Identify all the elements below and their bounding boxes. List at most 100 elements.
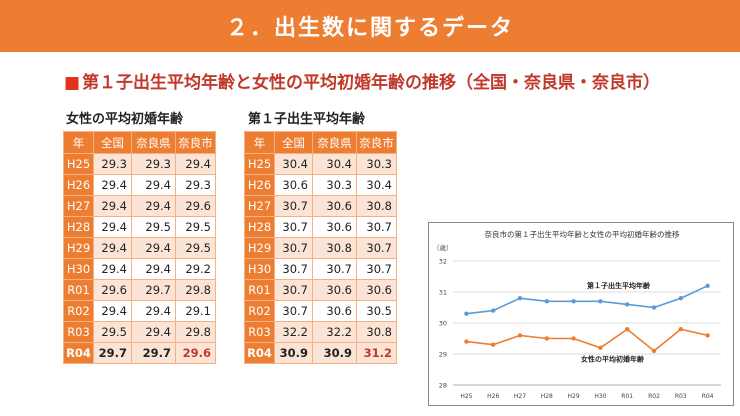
data-point (651, 305, 657, 310)
marriage-year-cell: R04 (63, 342, 94, 364)
firstbirth-value-cell: 30.4 (312, 153, 357, 175)
firstbirth-value-cell: 30.6 (312, 300, 357, 322)
y-tick-label: 31 (439, 289, 447, 297)
marriage-year-cell: R01 (63, 279, 94, 301)
y-tick-label: 29 (439, 351, 447, 359)
firstbirth-value-cell: 30.7 (274, 195, 313, 217)
square-bullet-icon: ■ (64, 73, 81, 93)
marriage-value-cell: 29.4 (93, 258, 132, 280)
data-point (705, 333, 710, 338)
marriage-value-cell: 29.8 (175, 279, 216, 301)
marriage-row: R03 29.5 29.4 29.8 (63, 321, 216, 343)
marriage-row: H27 29.4 29.4 29.6 (63, 195, 216, 217)
marriage-year-cell: H26 (63, 174, 94, 196)
marriage-row: R01 29.6 29.7 29.8 (63, 279, 216, 301)
firstbirth-value-cell: 30.9 (274, 342, 313, 364)
chart-canvas: 奈良市の第１子出生平均年齢と女性の平均初婚年齢の推移 （歳） 28 29 30 31 32 H… (433, 229, 721, 400)
table-firstbirth-age: 年全国 奈良県 奈良市 H25 30.4 30.4 30.3 H26 30.6 30.3 30.4 H… (244, 131, 397, 364)
marriage-value-cell: 29.4 (93, 174, 132, 196)
firstbirth-value-cell: 30.7 (274, 300, 313, 322)
firstbirth-column-header: 奈良県 (312, 131, 357, 154)
data-point (571, 336, 576, 341)
marriage-year-cell: H27 (63, 195, 94, 217)
x-tick-label: R03 (675, 393, 687, 400)
marriage-value-cell: 29.4 (131, 174, 176, 196)
data-point (544, 336, 549, 341)
header-banner: ２．出生数に関するデータ (0, 0, 740, 52)
series-line (466, 285, 708, 315)
firstbirth-value-cell: 30.6 (356, 279, 397, 301)
marriage-value-cell: 29.1 (175, 300, 216, 322)
marriage-value-cell: 29.2 (175, 258, 216, 280)
marriage-header-row: 年全国 奈良県 奈良市 (63, 131, 216, 154)
data-point (705, 283, 710, 288)
firstbirth-value-cell: 30.9 (312, 342, 357, 364)
firstbirth-year-cell: R02 (244, 300, 275, 322)
firstbirth-value-cell: 30.6 (312, 195, 357, 217)
marriage-value-cell: 29.6 (175, 195, 216, 217)
firstbirth-year-cell: H30 (244, 258, 275, 280)
data-point (598, 345, 603, 350)
marriage-column-header: 年 (63, 131, 94, 154)
marriage-year-cell: R03 (63, 321, 94, 343)
x-tick-label: R02 (648, 393, 660, 400)
section-subtitle-text: 第１子出生平均年齢と女性の平均初婚年齢の推移（全国・奈良県・奈良市） (82, 73, 661, 93)
firstbirth-value-cell: 30.8 (356, 195, 397, 217)
marriage-value-cell: 29.5 (175, 216, 216, 238)
marriage-value-cell: 29.4 (131, 300, 176, 322)
firstbirth-value-cell: 32.2 (274, 321, 313, 343)
firstbirth-value-cell: 30.7 (274, 216, 313, 238)
firstbirth-year-cell: R01 (244, 279, 275, 301)
firstbirth-value-cell: 30.6 (274, 174, 313, 196)
firstbirth-column-header: 奈良市 (356, 131, 397, 154)
firstbirth-row: R02 30.7 30.6 30.5 (244, 300, 397, 322)
marriage-year-cell: H25 (63, 153, 94, 175)
table-firstbirth-caption: 第１子出生平均年齢 (248, 112, 366, 127)
x-tick-label: R01 (621, 393, 633, 400)
marriage-year-cell: H28 (63, 216, 94, 238)
data-point (517, 333, 523, 338)
firstbirth-row: H25 30.4 30.4 30.3 (244, 153, 397, 175)
data-point (678, 327, 683, 332)
firstbirth-value-cell: 30.7 (274, 237, 313, 259)
firstbirth-value-cell: 30.3 (356, 153, 397, 175)
marriage-value-cell: 29.4 (93, 300, 132, 322)
data-point (678, 296, 683, 301)
marriage-row: H28 29.4 29.5 29.5 (63, 216, 216, 238)
marriage-value-cell: 29.7 (93, 342, 132, 364)
marriage-value-cell: 29.8 (175, 321, 216, 343)
firstbirth-year-cell: R04 (244, 342, 275, 364)
x-tick-label: H27 (514, 393, 526, 400)
firstbirth-row: R03 32.2 32.2 30.8 (244, 321, 397, 343)
firstbirth-value-cell: 30.4 (356, 174, 397, 196)
firstbirth-value-cell: 30.6 (312, 279, 357, 301)
table-marriage-age: 年全国 奈良県 奈良市 H25 29.3 29.3 29.4 H26 29.4 29.4 29.3 H… (63, 131, 216, 364)
firstbirth-header-row: 年全国 奈良県 奈良市 (244, 131, 397, 154)
firstbirth-column-header: 全国 (274, 131, 313, 154)
firstbirth-year-cell: H28 (244, 216, 275, 238)
data-point (491, 342, 496, 347)
x-tick-label: H28 (541, 393, 553, 400)
marriage-value-cell: 29.5 (93, 321, 132, 343)
data-point (598, 299, 603, 304)
x-tick-label: H25 (460, 393, 472, 400)
firstbirth-row: H26 30.6 30.3 30.4 (244, 174, 397, 196)
x-tick-label: H30 (594, 393, 606, 400)
marriage-row: H29 29.4 29.4 29.5 (63, 237, 216, 259)
data-point (571, 299, 576, 304)
firstbirth-row: H30 30.7 30.7 30.7 (244, 258, 397, 280)
firstbirth-value-cell: 30.5 (356, 300, 397, 322)
marriage-value-cell: 29.4 (93, 237, 132, 259)
marriage-row: R02 29.4 29.4 29.1 (63, 300, 216, 322)
y-axis-label: （歳） (433, 243, 453, 252)
firstbirth-value-cell: 30.7 (312, 258, 357, 280)
firstbirth-value-cell: 30.7 (356, 216, 397, 238)
x-tick-label: H29 (568, 393, 580, 400)
marriage-column-header: 全国 (93, 131, 132, 154)
marriage-row: H26 29.4 29.4 29.3 (63, 174, 216, 196)
firstbirth-value-cell: 30.8 (356, 321, 397, 343)
firstbirth-row: R04 30.9 30.9 31.2 (244, 342, 397, 364)
x-tick-label: H26 (487, 393, 499, 400)
marriage-value-cell: 29.4 (131, 321, 176, 343)
series-line (466, 328, 708, 352)
